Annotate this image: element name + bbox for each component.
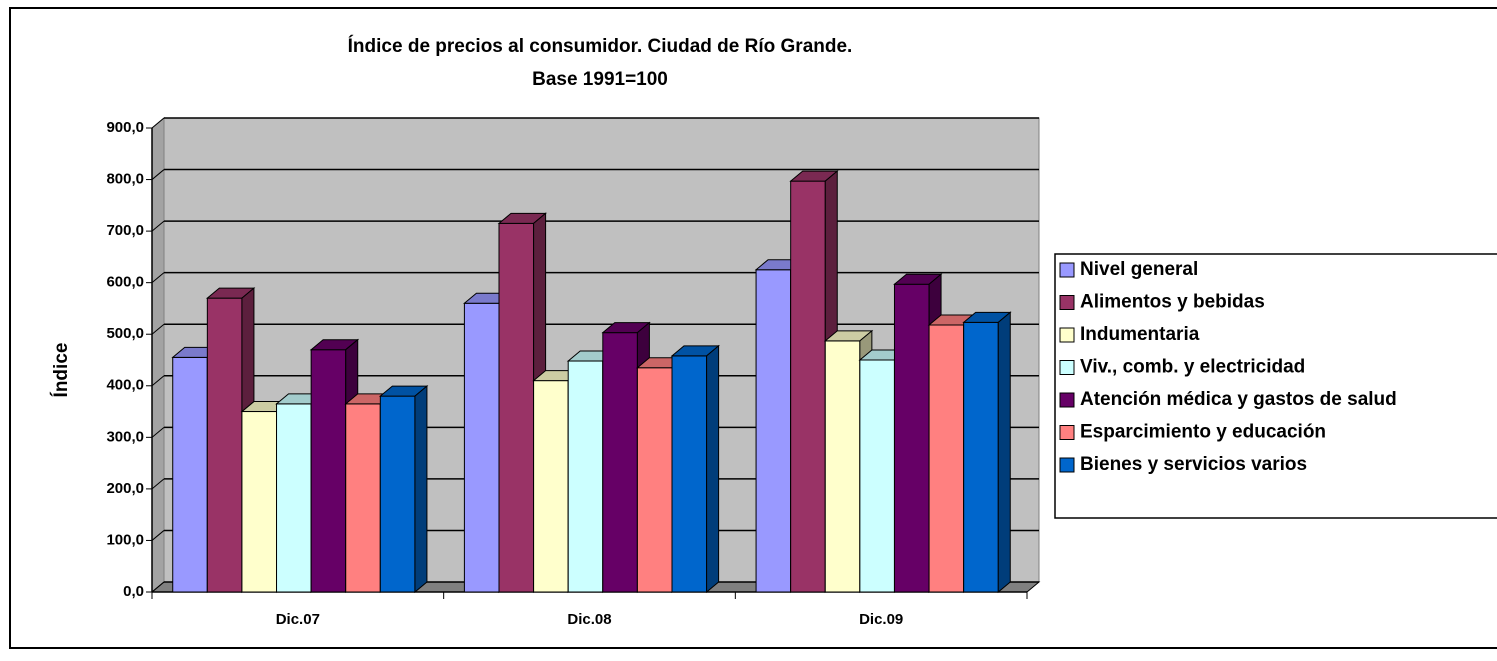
y-tick-label: 400,0 [106,377,144,394]
legend-swatch [1059,262,1075,278]
chart-subtitle: Base 1991=100 [532,69,668,90]
bar-front [276,403,312,593]
bar-front [498,222,535,593]
grid-line-side [151,117,165,129]
legend-label: Viv., comb. y electricidad [1080,357,1305,378]
legend-label: Atención médica y gastos de salud [1080,389,1397,410]
bar [962,311,1012,594]
bar-front [379,395,416,593]
legend-swatch [1059,392,1075,408]
bar [670,344,720,594]
bar-front [567,360,604,593]
grid-line-side [151,375,165,387]
bar-front [463,302,500,593]
y-tick-label: 600,0 [106,274,144,291]
y-tick-label: 900,0 [106,119,144,136]
chart-title: Índice de precios al consumidor. Ciudad … [348,35,853,57]
y-tick-label: 0,0 [123,583,144,600]
y-tick-label: 500,0 [106,325,144,342]
bar-front [602,332,638,593]
bar-front [893,283,930,593]
x-tick-label: Dic.08 [567,611,611,628]
grid-line-side [151,169,165,180]
y-tick-label: 200,0 [106,480,144,497]
bar-side [997,311,1011,594]
bar-front [824,340,861,593]
bar-side [414,385,428,594]
bar-side [706,344,720,594]
y-tick-label: 700,0 [106,222,144,239]
bar-front [636,367,673,593]
bar-front [859,359,895,593]
y-tick-label: 300,0 [106,428,144,445]
bar [378,385,429,594]
legend-swatch [1059,295,1075,310]
legend-label: Esparcimiento y educación [1080,422,1326,443]
legend-box [1054,253,1497,519]
x-tick-label: Dic.09 [859,611,903,628]
y-axis-label: Índice [50,343,72,398]
grid-line-side [151,323,165,335]
legend-swatch [1059,425,1075,440]
bar-front [206,297,243,593]
grid-line-side [151,220,165,232]
legend-swatch [1059,327,1075,343]
bar-front [671,355,708,593]
y-tick-label: 100,0 [106,531,144,548]
bar-front [928,324,965,593]
bar-front [533,380,569,593]
bar-front [310,349,347,593]
grid-line-side [151,426,165,438]
bar [823,329,874,594]
bar-front [790,180,826,593]
legend-swatch [1059,457,1075,473]
grid-line-side [151,272,165,284]
legend-label: Indumentaria [1080,324,1200,345]
grid-line-side [151,581,165,593]
grid-line-side [151,530,165,541]
legend-swatch [1059,360,1075,375]
bar-front [241,411,278,593]
side-wall [151,116,165,594]
legend-label: Nivel general [1080,259,1198,280]
bar-front [345,403,381,593]
legend-label: Bienes y servicios varios [1080,454,1307,475]
y-tick-label: 800,0 [106,171,144,188]
x-tick-label: Dic.07 [276,611,320,628]
bar-front [963,321,999,593]
legend-label: Alimentos y bebidas [1080,292,1265,313]
grid-line-side [151,478,165,490]
bar-front [755,269,792,593]
bar-front [172,356,208,593]
